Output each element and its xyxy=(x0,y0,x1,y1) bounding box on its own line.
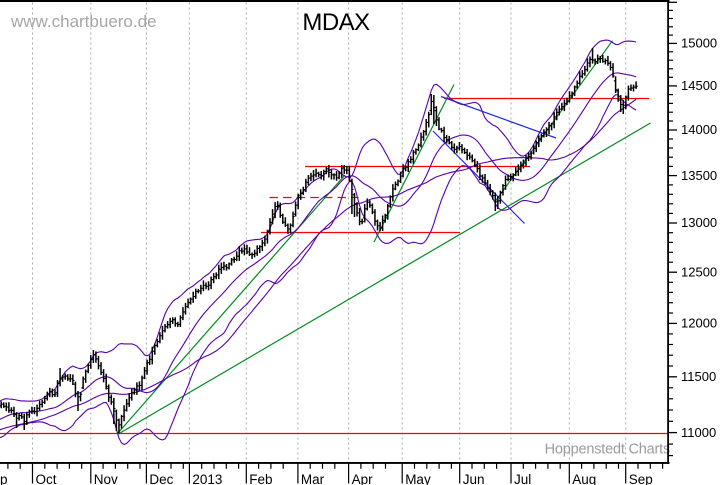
svg-text:12000: 12000 xyxy=(681,316,717,331)
svg-text:15000: 15000 xyxy=(681,36,717,51)
svg-text:Sep: Sep xyxy=(629,472,653,485)
svg-text:Apr: Apr xyxy=(352,472,374,485)
svg-text:Dec: Dec xyxy=(149,472,173,485)
svg-text:12500: 12500 xyxy=(681,264,717,279)
svg-text:Oct: Oct xyxy=(36,472,57,485)
svg-text:Jul: Jul xyxy=(514,472,531,485)
svg-text:13500: 13500 xyxy=(681,168,717,183)
svg-text:11000: 11000 xyxy=(681,425,716,440)
svg-text:www.chartbuero.de: www.chartbuero.de xyxy=(10,12,157,31)
svg-text:Feb: Feb xyxy=(249,472,272,485)
svg-text:13000: 13000 xyxy=(681,215,717,230)
svg-text:MDAX: MDAX xyxy=(302,9,370,36)
svg-text:14000: 14000 xyxy=(681,122,717,137)
svg-text:14500: 14500 xyxy=(681,78,717,93)
svg-text:2013: 2013 xyxy=(192,472,222,485)
svg-text:11500: 11500 xyxy=(681,369,716,384)
svg-text:Aug: Aug xyxy=(572,472,596,485)
svg-text:Mar: Mar xyxy=(301,472,325,485)
svg-text:Sep: Sep xyxy=(0,472,8,485)
svg-text:Hoppenstedt Charts: Hoppenstedt Charts xyxy=(545,442,670,458)
svg-text:Nov: Nov xyxy=(94,472,118,485)
svg-text:May: May xyxy=(405,472,431,485)
svg-text:Jun: Jun xyxy=(463,472,485,485)
